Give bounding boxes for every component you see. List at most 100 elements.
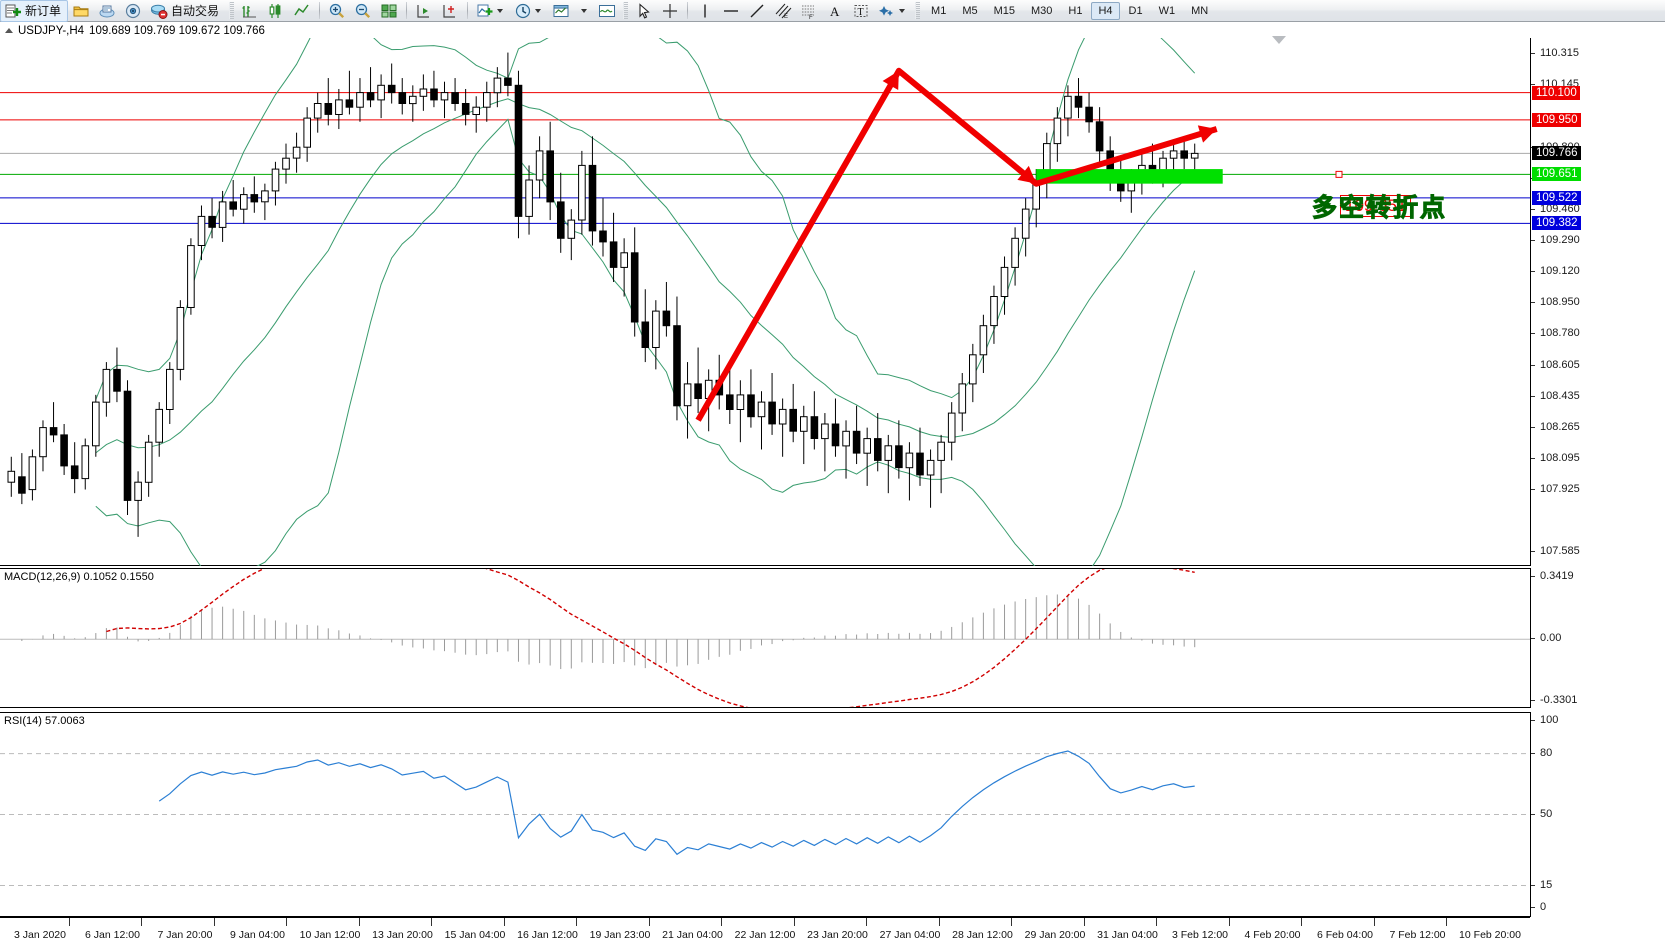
- chevron-down-icon[interactable]: [497, 8, 504, 13]
- timeframe-mn[interactable]: MN: [1191, 4, 1209, 17]
- collapse-triangle-icon[interactable]: [5, 28, 13, 33]
- text-label-button[interactable]: T: [848, 0, 874, 22]
- rsi-axis[interactable]: 100 80 50 15 0: [1530, 712, 1665, 917]
- candlestick: [874, 413, 882, 472]
- chevron-down-icon-3[interactable]: [581, 8, 588, 13]
- price-tick: 107.925: [1531, 483, 1580, 495]
- price-level-label[interactable]: 109.766: [1532, 146, 1581, 161]
- new-order-button[interactable]: 新订单: [0, 0, 69, 22]
- symbol-name: USDJPY-,H4: [18, 24, 85, 37]
- rsi-pane[interactable]: RSI(14) 57.0063: [0, 712, 1530, 917]
- svg-text:A: A: [830, 4, 840, 19]
- trendline-button[interactable]: [744, 0, 770, 22]
- time-label: 7 Jan 20:00: [157, 929, 213, 941]
- toolbar-grip-3[interactable]: [915, 2, 921, 19]
- price-level-label[interactable]: 109.382: [1532, 216, 1581, 231]
- time-axis[interactable]: 3 Jan 2020 6 Jan 12:00 7 Jan 20:00 9 Jan 04…: [0, 917, 1530, 948]
- toolbar-separator-2: [406, 2, 408, 19]
- cursor-button[interactable]: [631, 0, 657, 22]
- templates-icon: [553, 4, 569, 17]
- chevron-down-icon-4[interactable]: [899, 8, 906, 13]
- main-toolbar: 新订单: [0, 0, 1665, 22]
- zoom-in-button[interactable]: [324, 0, 350, 22]
- candlestick: [557, 172, 565, 253]
- folder-button[interactable]: [68, 0, 94, 22]
- candlestick-chart-icon: [269, 3, 281, 18]
- candlestick: [641, 289, 650, 363]
- candlestick: [271, 161, 280, 206]
- auto-scroll-button[interactable]: [437, 0, 463, 22]
- support-zone-rect[interactable]: [1036, 169, 1223, 184]
- chevron-down-icon-2[interactable]: [535, 8, 542, 13]
- timeframe-w1[interactable]: W1: [1158, 4, 1176, 17]
- chart-shift-button[interactable]: [411, 0, 437, 22]
- candlestick: [1085, 92, 1093, 133]
- time-label: 6 Jan 12:00: [85, 929, 140, 941]
- macd-axis[interactable]: 0.3419 0.00 -0.3301: [1530, 568, 1665, 708]
- navigator-button[interactable]: [120, 0, 146, 22]
- time-divider: [141, 918, 142, 926]
- price-level-label[interactable]: 109.950: [1532, 112, 1581, 127]
- data-window-button[interactable]: [94, 0, 120, 22]
- arrow-head: [1017, 165, 1037, 184]
- chinese-annotation[interactable]: 多空转折点: [1311, 193, 1448, 223]
- candlestick: [821, 413, 829, 472]
- time-divider: [721, 918, 722, 926]
- zoom-out-button[interactable]: [350, 0, 376, 22]
- price-level-label[interactable]: 109.651: [1532, 167, 1581, 182]
- templates-button[interactable]: [548, 0, 574, 22]
- tile-windows-button[interactable]: [376, 0, 402, 22]
- timeframe-m30[interactable]: M30: [1031, 4, 1053, 17]
- candlestick: [652, 300, 660, 370]
- timeframe-h4[interactable]: H4: [1091, 1, 1120, 20]
- toolbar-separator-4: [687, 2, 689, 19]
- price-level-label[interactable]: 110.100: [1532, 85, 1580, 100]
- fibonacci-button[interactable]: F: [796, 0, 822, 22]
- timeframe-d1[interactable]: D1: [1128, 4, 1143, 17]
- macd-pane[interactable]: MACD(12,26,9) 0.1052 0.1550: [0, 540, 1530, 713]
- candlestick: [630, 227, 639, 337]
- horizontal-line-button[interactable]: [718, 0, 744, 22]
- candlestick: [113, 347, 121, 403]
- equidistant-channel-button[interactable]: E: [770, 0, 796, 22]
- candlestick: [958, 373, 967, 432]
- trend-arrow-line[interactable]: [695, 67, 1218, 422]
- candlestick: [345, 70, 354, 115]
- crosshair-icon: [663, 3, 678, 18]
- candlestick-chart-button[interactable]: [263, 0, 289, 22]
- tile-windows-icon: [381, 4, 397, 17]
- price-chart-pane[interactable]: 109.651 多空转折点: [0, 7, 1530, 588]
- timeframe-m1[interactable]: M1: [931, 4, 947, 17]
- candlestick: [282, 143, 290, 184]
- wave-chart-button[interactable]: [594, 0, 620, 22]
- shapes-button[interactable]: [874, 0, 912, 22]
- annotation-anchor[interactable]: [1335, 170, 1343, 178]
- price-level-label[interactable]: 109.522: [1532, 190, 1581, 205]
- candlestick: [895, 420, 903, 479]
- period-button[interactable]: [510, 0, 548, 22]
- candlestick: [166, 362, 174, 424]
- svg-text:F: F: [809, 15, 813, 20]
- toolbar-grip[interactable]: [229, 2, 235, 19]
- bar-chart-button[interactable]: [237, 0, 263, 22]
- timeframe-m5[interactable]: M5: [962, 4, 978, 17]
- crosshair-button[interactable]: [657, 0, 683, 22]
- timeframe-h1[interactable]: H1: [1068, 4, 1083, 17]
- auto-trading-button[interactable]: 自动交易: [146, 0, 226, 22]
- timeframe-m15[interactable]: M15: [993, 4, 1015, 17]
- auto-trading-icon: [151, 4, 168, 19]
- price-axis[interactable]: 110.315110.145109.800109.630109.460109.2…: [1530, 38, 1665, 566]
- vertical-line-button[interactable]: [692, 0, 718, 22]
- candlestick: [409, 85, 417, 122]
- price-annotation-box[interactable]: 109.651: [1340, 195, 1412, 217]
- time-label: 4 Feb 20:00: [1244, 929, 1301, 941]
- templates-dropdown[interactable]: [574, 0, 594, 22]
- candlestick: [768, 373, 776, 435]
- macd-svg: [0, 540, 1530, 713]
- price-tick: 109.290: [1531, 234, 1580, 246]
- line-chart-button[interactable]: [289, 0, 315, 22]
- time-label: 6 Feb 04:00: [1316, 929, 1374, 941]
- indicators-button[interactable]: [472, 0, 510, 22]
- text-button[interactable]: A: [822, 0, 848, 22]
- toolbar-grip-2[interactable]: [623, 2, 629, 19]
